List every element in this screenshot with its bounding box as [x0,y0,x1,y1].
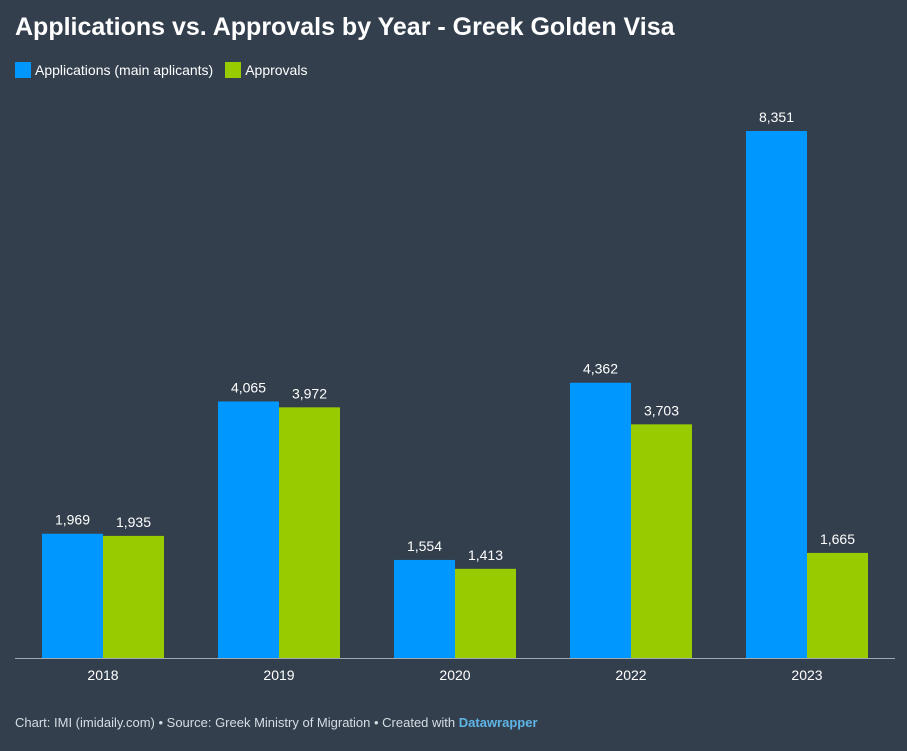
data-label-approvals-2019: 3,972 [292,385,327,401]
bar-applications-2020 [394,559,455,658]
bar-applications-2018 [42,533,103,658]
data-label-approvals-2018: 1,935 [116,514,151,530]
bar-applications-2023 [746,131,807,658]
data-label-applications-2020: 1,554 [407,538,442,554]
bar-approvals-2022 [631,424,692,658]
data-label-approvals-2020: 1,413 [468,547,503,563]
bar-approvals-2023 [807,552,868,658]
footer-text: Chart: IMI (imidaily.com) • Source: Gree… [15,715,459,730]
data-label-approvals-2023: 1,665 [820,531,855,547]
x-tick-label-2018: 2018 [87,667,118,683]
bar-approvals-2020 [455,568,516,658]
chart-title: Applications vs. Approvals by Year - Gre… [15,13,675,41]
data-label-approvals-2022: 3,703 [644,402,679,418]
x-tick-label-2019: 2019 [263,667,294,683]
legend-label-approvals: Approvals [245,62,308,78]
bar-approvals-2019 [279,407,340,658]
bar-applications-2019 [218,401,279,658]
x-tick-label-2022: 2022 [615,667,646,683]
data-label-applications-2022: 4,362 [583,361,618,377]
legend: Applications (main aplicants) Approvals [15,62,319,78]
legend-item-approvals: Approvals [225,62,307,78]
data-label-applications-2018: 1,969 [55,512,90,528]
bar-approvals-2018 [103,535,164,658]
legend-swatch-applications [15,62,31,78]
data-label-applications-2019: 4,065 [231,379,266,395]
x-tick-label-2020: 2020 [439,667,470,683]
legend-item-applications: Applications (main aplicants) [15,62,213,78]
x-tick-label-2023: 2023 [791,667,822,683]
legend-swatch-approvals [225,62,242,78]
footer-credits: Chart: IMI (imidaily.com) • Source: Gree… [15,715,538,730]
bar-applications-2022 [570,382,631,658]
data-label-applications-2023: 8,351 [759,109,794,125]
legend-label-applications: Applications (main aplicants) [35,62,214,78]
datawrapper-link[interactable]: Datawrapper [458,715,538,730]
